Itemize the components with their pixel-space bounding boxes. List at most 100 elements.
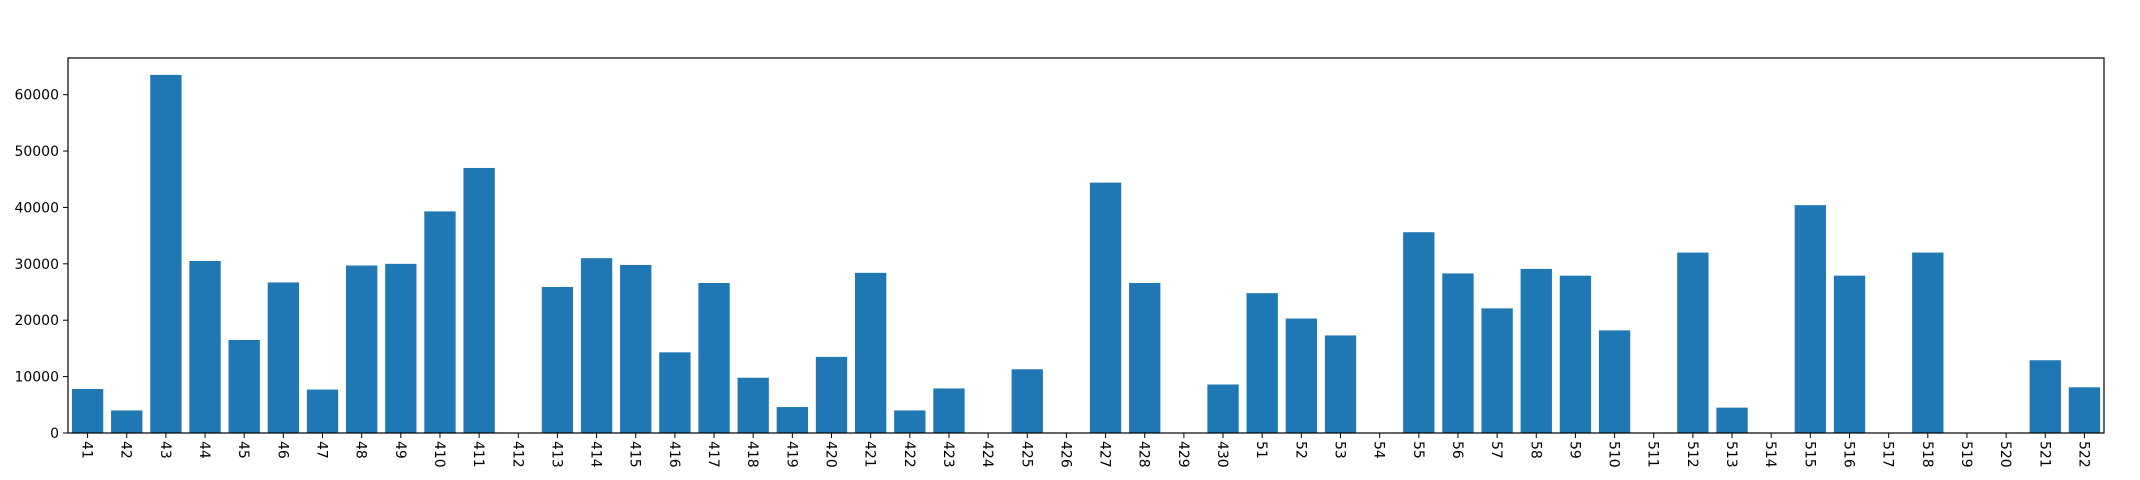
bar-44 [189, 261, 221, 433]
bar-417 [698, 283, 730, 433]
bar-516 [1833, 275, 1866, 433]
bar-422 [894, 410, 926, 433]
x-tick-label-430: 430 [1214, 441, 1230, 468]
bar-416 [659, 352, 691, 433]
bar-57 [1481, 308, 1513, 433]
bar-420 [815, 356, 848, 433]
x-tick-label-47: 47 [314, 441, 330, 459]
x-tick-label-518: 518 [1919, 441, 1935, 468]
bar-522 [2068, 387, 2101, 433]
x-tick-label-43: 43 [157, 441, 173, 459]
bar-521 [2029, 360, 2061, 433]
y-tick-label-20000: 20000 [14, 313, 59, 329]
x-tick-label-425: 425 [1018, 441, 1034, 468]
x-tick-label-58: 58 [1527, 441, 1543, 459]
x-tick-label-46: 46 [274, 441, 290, 459]
x-tick-label-422: 422 [901, 441, 917, 468]
bar-413 [541, 286, 574, 433]
x-tick-label-410: 410 [431, 441, 447, 468]
bar-52 [1285, 318, 1318, 433]
x-tick-label-418: 418 [744, 441, 760, 468]
x-tick-label-420: 420 [823, 441, 839, 468]
x-tick-label-421: 421 [862, 441, 878, 468]
x-tick-label-511: 511 [1645, 441, 1661, 468]
bar-59 [1559, 275, 1592, 433]
x-tick-label-426: 426 [1057, 441, 1073, 468]
x-tick-label-514: 514 [1762, 441, 1778, 468]
bar-418 [737, 377, 769, 433]
x-tick-label-414: 414 [588, 441, 604, 468]
y-axis: 0 10000 20000 30000 40000 50000 60000 [14, 88, 68, 442]
x-tick-label-515: 515 [1801, 441, 1817, 468]
bar-45 [228, 339, 260, 433]
x-tick-label-56: 56 [1449, 441, 1465, 459]
bar-51 [1246, 293, 1278, 433]
bar-48 [345, 265, 378, 433]
y-tick-label-0: 0 [50, 426, 59, 442]
bar-53 [1324, 335, 1357, 433]
bar-510 [1598, 330, 1631, 433]
y-tick-label-50000: 50000 [14, 144, 59, 160]
x-tick-label-510: 510 [1606, 441, 1622, 468]
x-tick-label-59: 59 [1566, 441, 1582, 459]
x-tick-label-44: 44 [196, 441, 212, 459]
axes-frame [67, 57, 2105, 434]
bar-47 [306, 389, 339, 433]
x-tick-label-522: 522 [2075, 441, 2091, 468]
bar-410 [424, 211, 456, 433]
x-tick-label-516: 516 [1841, 441, 1857, 468]
bar-43 [150, 74, 182, 433]
bar-46 [267, 282, 300, 433]
bar-41 [71, 389, 104, 433]
bar-425 [1011, 369, 1043, 433]
x-tick-label-55: 55 [1410, 441, 1426, 459]
y-tick-label-40000: 40000 [14, 200, 59, 216]
x-tick-label-428: 428 [1136, 441, 1152, 468]
bar-512 [1677, 252, 1709, 433]
x-tick-label-45: 45 [235, 441, 251, 459]
bar-419 [776, 407, 809, 433]
bar-415 [620, 264, 652, 433]
x-tick-label-512: 512 [1684, 441, 1700, 468]
x-tick-label-54: 54 [1371, 441, 1387, 459]
y-tick-label-60000: 60000 [14, 88, 59, 104]
x-tick-label-411: 411 [470, 441, 486, 468]
x-tick-label-520: 520 [1997, 441, 2013, 468]
x-tick-label-52: 52 [1292, 441, 1308, 459]
bar-430 [1207, 384, 1239, 433]
bar-411 [463, 167, 495, 433]
x-tick-label-48: 48 [353, 441, 369, 459]
x-tick-label-513: 513 [1723, 441, 1739, 468]
x-tick-label-519: 519 [1958, 441, 1974, 468]
x-tick-label-41: 41 [79, 441, 95, 459]
bar-428 [1129, 283, 1161, 433]
x-tick-label-53: 53 [1332, 441, 1348, 459]
x-tick-label-427: 427 [1097, 441, 1113, 468]
bar-58 [1520, 268, 1552, 433]
x-tick-label-42: 42 [118, 441, 134, 459]
x-tick-label-415: 415 [627, 441, 643, 468]
x-tick-label-413: 413 [548, 441, 564, 468]
bars-layer [71, 74, 2101, 433]
bar-421 [854, 272, 887, 433]
x-tick-label-49: 49 [392, 441, 408, 459]
x-tick-label-429: 429 [1175, 441, 1191, 468]
bar-518 [1912, 252, 1944, 433]
x-tick-label-521: 521 [2036, 441, 2052, 468]
bar-513 [1716, 407, 1748, 433]
bar-56 [1442, 273, 1474, 433]
y-tick-label-10000: 10000 [14, 370, 59, 386]
x-tick-label-412: 412 [509, 441, 525, 468]
x-axis: 41 42 43 44 45 46 47 48 49 410 411 412 413 414 415 416 4… [79, 433, 2091, 468]
bar-427 [1089, 182, 1122, 433]
y-tick-label-30000: 30000 [14, 257, 59, 273]
x-tick-label-416: 416 [666, 441, 682, 468]
bar-49 [385, 263, 417, 433]
x-tick-label-51: 51 [1253, 441, 1269, 459]
bar-423 [933, 388, 965, 433]
x-tick-label-419: 419 [783, 441, 799, 468]
x-tick-label-57: 57 [1488, 441, 1504, 459]
x-tick-label-417: 417 [705, 441, 721, 468]
bar-414 [580, 258, 613, 433]
